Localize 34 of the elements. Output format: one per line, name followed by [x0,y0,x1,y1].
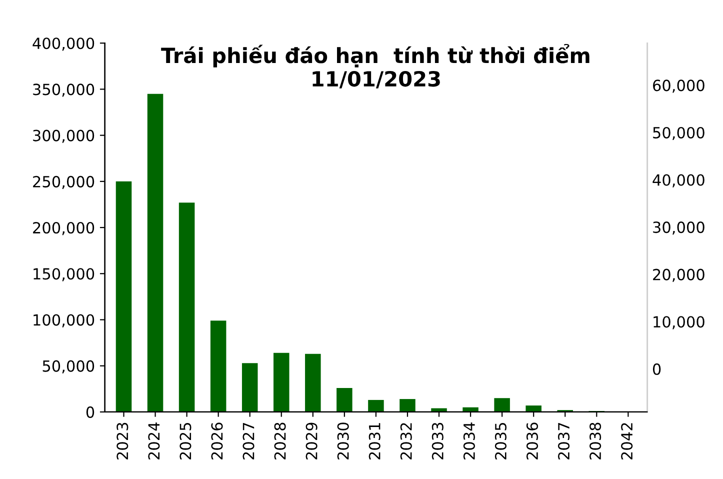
text: Trái phiếu đáo hạn tính từ thời điểm 11/01/2023 [161,44,590,88]
x-tick-label: 2036 [526,422,538,460]
x-tick-label: 2038 [590,422,602,460]
x-tick-label: 2026 [211,422,223,460]
x-tick-label: 2027 [242,422,254,460]
x-tick-label: 2029 [306,422,318,460]
x-tick-label: 2042 [621,423,633,460]
y-tick-label: 300,000 [33,130,94,143]
y2-tick-label: 20,000 [653,268,704,282]
x-tick-label: 2024 [148,422,160,460]
y-tick-label: 200,000 [33,222,94,236]
x-tick-label: 2023 [116,422,128,460]
x-tick-label: 2037 [558,422,570,460]
y-tick-label: 0 [86,406,94,418]
y2-tick-label: 50,000 [653,126,704,140]
y2-tick-label: 30,000 [653,222,704,235]
y-tick-label: 250,000 [33,176,94,189]
y2-tick-label: 40,000 [652,174,704,188]
y2-tick-label: 0 [652,363,661,375]
y-tick-label: 400,000 [32,38,94,51]
y2-tick-label: 10,000 [654,316,704,330]
x-tick-label: 2028 [274,422,286,460]
x-tick-label: 2033 [432,422,444,460]
x-tick-label: 2025 [180,423,192,460]
y-tick-label: 150,000 [34,268,94,282]
x-tick-label: 2032 [400,423,412,460]
x-tick-label: 2031 [368,423,380,460]
x-tick-label: 2030 [337,422,349,460]
y-tick-label: 50,000 [42,360,94,374]
y2-tick-label: 60,000 [653,80,704,93]
x-tick-label: 2035 [494,423,506,460]
y-tick-label: 350,000 [33,84,94,97]
x-tick-label: 2034 [463,422,475,460]
y-tick-label: 100,000 [34,314,94,328]
